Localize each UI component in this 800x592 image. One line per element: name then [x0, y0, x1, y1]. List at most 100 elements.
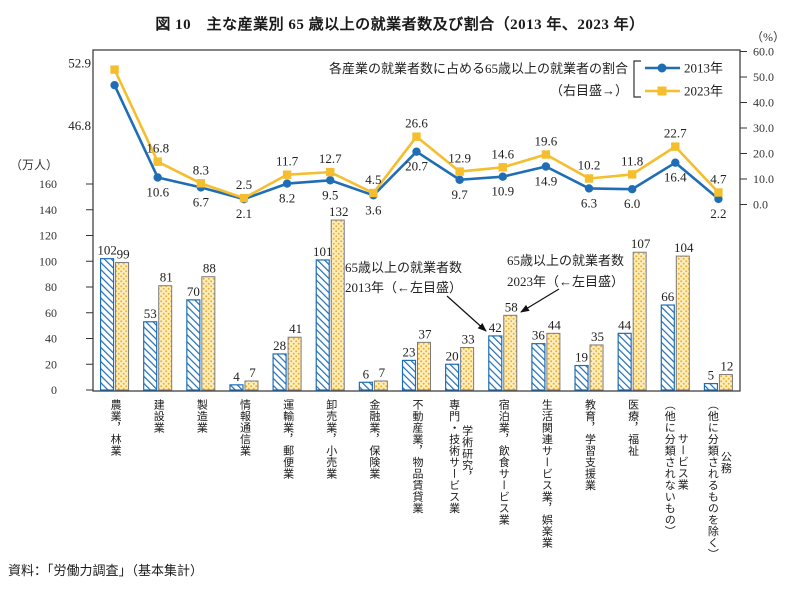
category-label: 医療，福祉 — [626, 399, 639, 457]
category-label: 運輸業，郵便業 — [281, 399, 294, 480]
category-label: 学術研究， 専門・技術サービス業 — [447, 399, 473, 514]
annotation-arrow-2023 — [520, 288, 560, 313]
bar-label-2013: 20 — [446, 348, 459, 363]
line-marker-square — [369, 188, 378, 198]
bar-label-2013: 70 — [187, 284, 200, 299]
annotation-2023-line1: 65歳以上の就業者数 — [507, 253, 624, 268]
line-marker-circle — [498, 172, 507, 181]
category-label: 公務 （他に分類されるものを除く） — [705, 399, 731, 560]
line-label-2013年: 10.6 — [146, 184, 169, 199]
category-label: 不動産業，物品賃貸業 — [410, 399, 423, 514]
right-axis-tick-label: 30.0 — [753, 121, 774, 135]
bar-2013 — [99, 258, 115, 391]
bar-2013 — [660, 304, 675, 391]
right-axis-unit-label: （%） — [751, 30, 785, 44]
left-axis-unit-label: （万人） — [10, 158, 59, 172]
line-marker-square — [153, 157, 162, 166]
category-label: 農業，林業 — [108, 399, 121, 457]
bar-label-2023: 12 — [720, 359, 733, 374]
legend-entry-label: 2013年 — [684, 61, 723, 76]
bar-label-2013: 36 — [532, 328, 546, 343]
left-axis-tick-label: 120 — [39, 229, 57, 243]
bar-2023 — [460, 347, 475, 391]
line-label-2013年: 8.2 — [279, 191, 295, 206]
bar-2013 — [401, 359, 417, 391]
category-label-part: （他に分類されるものを除く） — [706, 399, 719, 560]
bar-2013 — [186, 299, 201, 391]
category-label: サービス業 （他に分類されないもの） — [662, 399, 688, 537]
line-marker-square — [584, 174, 594, 183]
line-marker-circle — [110, 80, 119, 90]
bar-label-2023: 132 — [329, 204, 349, 219]
left-axis-tick-label: 60 — [45, 306, 57, 320]
source-note: 資料：「労働力調査」（基本集計） — [8, 563, 204, 578]
bar-2013 — [703, 382, 719, 391]
bar-value-labels: 102 53 70 4 28 101 6 23 20 42 36 19 44 66 5 99 81 88 7 41 13… — [97, 204, 733, 384]
bar-label-2023: 107 — [631, 236, 651, 251]
category-label-part: 情報通信業 — [238, 399, 251, 457]
left-axis-tick-label: 140 — [39, 203, 57, 217]
line-marker-circle — [412, 147, 421, 156]
line-2013年: 46.8 10.6 6.7 2.1 8.2 9.5 3.6 20.7 9.7 10.9 14.9 6.… — [68, 80, 727, 221]
line-label-2023年: 26.6 — [405, 116, 428, 131]
bar-label-2013: 28 — [273, 338, 286, 353]
bar-2013 — [315, 259, 330, 391]
bar-2023 — [632, 251, 647, 391]
bar-2023 — [287, 336, 302, 391]
line-marker-circle — [541, 162, 551, 171]
line-label-2023年: 8.3 — [193, 162, 209, 177]
line-marker-square — [412, 132, 421, 141]
category-label-part: 金融業，保険業 — [367, 399, 380, 480]
line-label-2023年: 14.6 — [491, 146, 514, 161]
bar-label-2013: 19 — [575, 350, 588, 365]
line-marker-square — [455, 167, 464, 176]
left-axis-ticks: 0 20 40 60 80 100 120 140 160 — [39, 177, 93, 397]
line-label-2023年: 12.7 — [319, 151, 342, 166]
line-marker-square — [326, 167, 335, 177]
annotation-arrow-2013 — [446, 295, 487, 332]
bar-2023 — [158, 285, 173, 391]
bar-2013 — [531, 343, 546, 391]
line-label-2013年: 20.7 — [405, 159, 428, 174]
category-label: 宿泊業，飲食サービス業 — [496, 399, 509, 526]
bar-label-2023: 81 — [160, 270, 173, 285]
line-2023年: 52.9 16.8 8.3 2.5 11.7 12.7 4.5 26.6 12.9 14.6 19.… — [68, 56, 727, 203]
line-marker-circle — [714, 194, 723, 204]
category-label-part: 卸売業，小売業 — [324, 399, 337, 480]
line-label-2023年: 4.5 — [365, 172, 381, 187]
right-axis-tick-label: 60.0 — [753, 45, 774, 59]
line-label-2023年: 11.8 — [621, 153, 643, 168]
line-label-2013年: 3.6 — [365, 202, 382, 217]
right-axis-tick-label: 40.0 — [753, 96, 774, 110]
line-marker-square — [714, 188, 723, 197]
bar-2023 — [546, 332, 561, 391]
right-axis-ticks: 0.0 10.0 20.0 30.0 40.0 50.0 60.0 — [740, 45, 774, 212]
bars-2023 — [115, 219, 733, 391]
line-label-2013年: 16.4 — [664, 170, 687, 185]
line-label-2013年: 9.5 — [322, 187, 338, 202]
legend-bracket — [633, 60, 641, 98]
legend-entry-label: 2023年 — [684, 84, 723, 99]
line-label-2023年: 52.9 — [68, 56, 91, 71]
chart-legend: 各産業の就業者数に占める65歳以上の就業者の割合 （右目盛→） 2013年 2023年 — [329, 60, 723, 99]
line-label-2023年: 19.6 — [535, 134, 558, 149]
bar-label-2023: 44 — [548, 317, 562, 332]
bar-2013 — [445, 363, 460, 391]
line-marker-square — [110, 65, 119, 74]
line-label-2023年: 16.8 — [146, 141, 169, 156]
line-marker-square — [541, 150, 551, 159]
bar-label-2013: 44 — [618, 317, 632, 332]
line-label-2023年: 22.7 — [664, 126, 687, 141]
line-label-2013年: 2.1 — [236, 206, 252, 221]
bar-label-2023: 7 — [379, 365, 386, 380]
category-label-part: サービス業 — [676, 433, 689, 491]
line-marker-circle — [627, 185, 637, 194]
bar-2023 — [675, 255, 690, 391]
bar-2023 — [373, 380, 388, 391]
bar-label-2013: 102 — [97, 243, 117, 258]
bar-2013 — [143, 321, 158, 391]
bar-label-2013: 6 — [363, 366, 370, 381]
annotations: 65歳以上の就業者数 2013年（←左目盛） 65歳以上の就業者数 2023年（←左目… — [345, 253, 624, 332]
